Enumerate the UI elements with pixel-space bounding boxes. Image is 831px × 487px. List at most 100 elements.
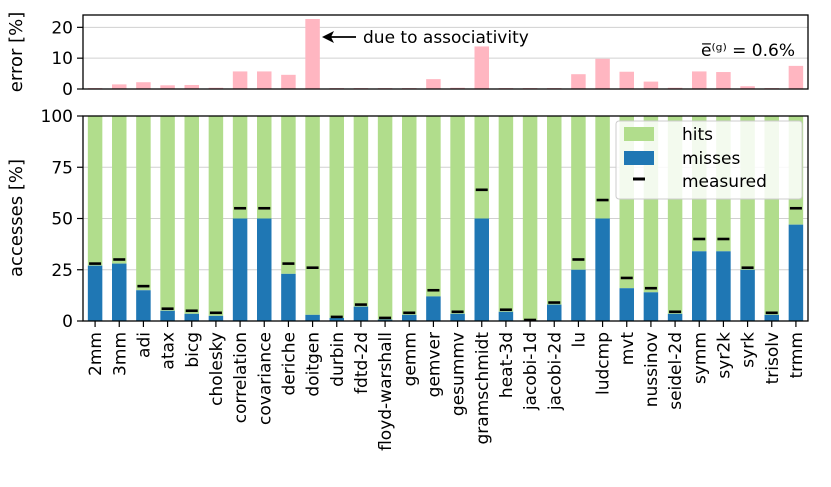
hits-bar xyxy=(208,116,224,316)
hits-bar xyxy=(571,116,586,270)
error-y-axis-label: error [%] xyxy=(6,12,27,92)
misses-bar xyxy=(450,313,465,321)
misses-bar xyxy=(257,218,272,321)
x-tick-label: syrk xyxy=(739,332,759,368)
x-tick-label: symm xyxy=(690,332,710,384)
misses-bar xyxy=(547,304,562,321)
legend-label-measured: measured xyxy=(682,172,767,192)
misses-bar xyxy=(619,288,634,321)
misses-bar xyxy=(571,269,586,321)
error-bar xyxy=(788,65,804,89)
x-tick-label: trisolv xyxy=(763,332,783,384)
misses-bar xyxy=(112,263,127,321)
error-bar xyxy=(716,72,731,89)
associativity-annotation: due to associativity xyxy=(322,28,529,48)
error-bar xyxy=(305,19,320,90)
x-tick-label: lu xyxy=(569,332,589,348)
hits-bar xyxy=(329,116,344,318)
misses-bar xyxy=(136,290,151,321)
misses-bar xyxy=(87,265,103,321)
misses-bar xyxy=(474,218,489,321)
hits-bar xyxy=(595,116,610,219)
x-tick-label: gesummv xyxy=(449,332,469,416)
accesses-y-axis-label: accesses [%] xyxy=(6,159,27,277)
x-tick-label: cholesky xyxy=(207,332,227,406)
misses-bar xyxy=(692,251,707,321)
misses-bar xyxy=(788,224,804,321)
misses-bar xyxy=(208,315,224,321)
legend-swatch-hits xyxy=(624,127,654,141)
x-tick-label: covariance xyxy=(255,332,275,425)
hits-bar xyxy=(353,116,369,307)
hits-bar xyxy=(184,116,199,314)
hits-bar xyxy=(474,116,489,219)
accesses-panel: 0 25 50 75 100 2mm 3mm adi atax bicg cholesky corr… xyxy=(6,107,809,451)
x-tick-label: gemver xyxy=(424,332,444,397)
error-bar xyxy=(184,84,199,89)
x-tick-label: correlation xyxy=(231,332,251,423)
error-y-tick-label: 20 xyxy=(51,18,73,38)
error-bar xyxy=(571,74,586,89)
error-bar xyxy=(112,84,127,89)
x-tick-label: seidel-2d xyxy=(666,332,686,410)
hits-bar xyxy=(87,116,103,266)
legend-swatch-misses xyxy=(624,151,654,165)
x-tick-label: nussinov xyxy=(642,332,662,407)
misses-bar xyxy=(232,218,248,321)
accesses-y-tick-label: 100 xyxy=(41,107,73,127)
x-tick-label: doitgen xyxy=(304,332,324,397)
hits-bar xyxy=(257,116,272,219)
mean-error-label: e̅⁽ᵍ⁾ = 0.6% xyxy=(701,41,795,61)
hits-bar xyxy=(281,116,296,274)
accesses-y-tick-label: 25 xyxy=(51,261,73,281)
misses-bar xyxy=(595,218,610,321)
hits-bar xyxy=(305,116,320,315)
error-panel-frame xyxy=(82,14,809,90)
error-bar xyxy=(740,86,755,89)
legend-label-misses: misses xyxy=(682,149,740,169)
error-bar xyxy=(426,79,441,89)
x-tick-label: trmm xyxy=(787,332,807,378)
misses-bar xyxy=(643,292,659,321)
hits-bar xyxy=(136,116,151,291)
annotation-text: due to associativity xyxy=(363,28,529,48)
x-tick-label: floyd-warshall xyxy=(376,332,396,451)
misses-bar xyxy=(498,311,514,321)
x-tick-label: jacobi-1d xyxy=(521,332,541,411)
error-bar xyxy=(619,71,634,89)
misses-bar xyxy=(667,313,683,321)
hits-bar xyxy=(377,116,393,320)
x-tick-label: jacobi-2d xyxy=(545,332,565,411)
error-y-tick-label: 10 xyxy=(51,49,73,69)
error-bar xyxy=(643,81,659,89)
misses-bar xyxy=(377,319,393,321)
x-tick-label: bicg xyxy=(183,332,203,368)
accesses-y-tick-label: 50 xyxy=(51,210,73,230)
annotation-arrow-head xyxy=(322,31,334,43)
error-bar xyxy=(160,85,175,89)
hits-bar xyxy=(547,116,562,305)
accesses-y-tick-label: 0 xyxy=(62,312,73,332)
x-tick-label: adi xyxy=(134,332,154,358)
misses-bar xyxy=(740,269,755,321)
legend-box xyxy=(615,120,803,200)
error-bar xyxy=(136,82,151,89)
error-bar xyxy=(257,71,272,89)
error-y-tick-label: 0 xyxy=(62,80,73,100)
x-tick-label: fdtd-2d xyxy=(352,332,372,394)
hits-bar xyxy=(232,116,248,219)
misses-bar xyxy=(426,296,441,321)
x-tick-label: deriche xyxy=(279,332,299,396)
misses-bar xyxy=(716,251,731,321)
hits-bar xyxy=(498,116,514,312)
misses-bar xyxy=(160,310,175,321)
error-bar xyxy=(595,58,610,89)
error-bar xyxy=(232,71,248,89)
hits-bar xyxy=(450,116,465,314)
x-tick-label: gramschmidt xyxy=(473,332,493,445)
misses-bar xyxy=(353,306,369,321)
misses-bar xyxy=(329,317,344,321)
x-tick-label: 3mm xyxy=(110,332,130,376)
misses-bar xyxy=(281,273,296,321)
